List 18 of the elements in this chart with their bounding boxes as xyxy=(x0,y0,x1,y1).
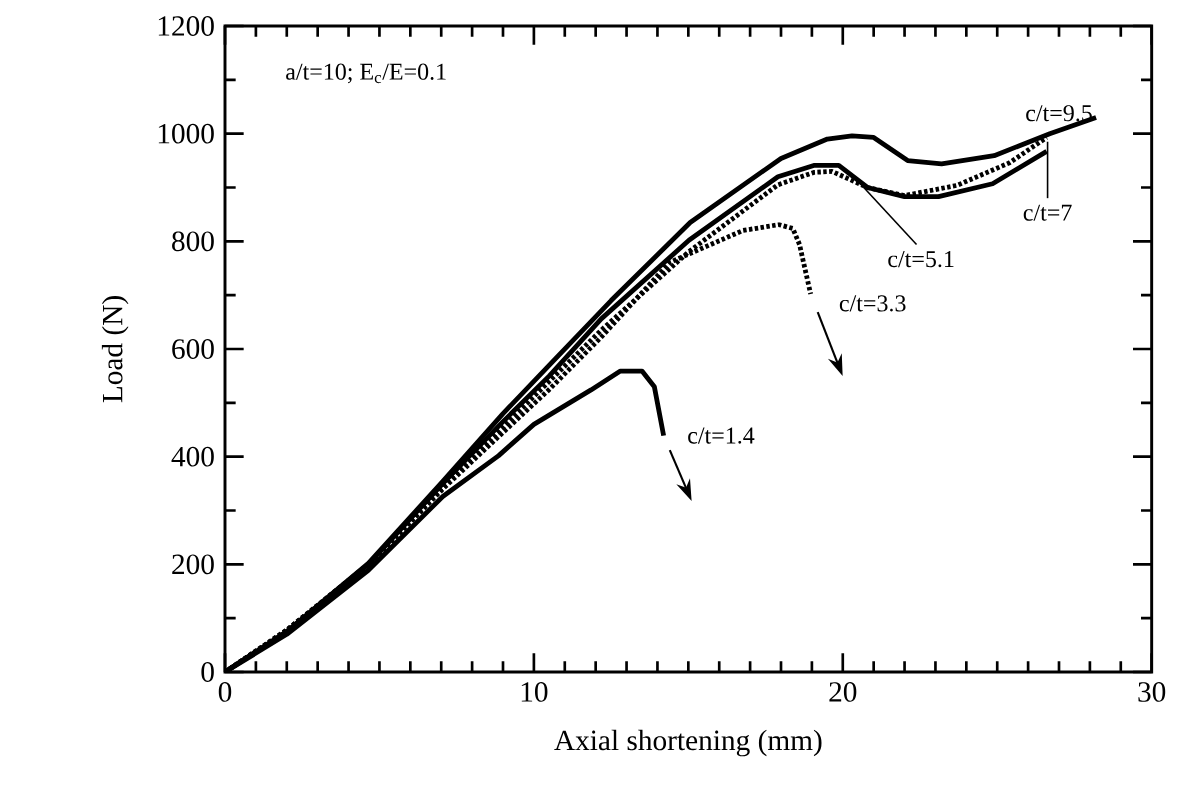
x-axis-title: Axial shortening (mm) xyxy=(554,729,822,757)
x-tick-label: 0 xyxy=(218,682,232,702)
y-tick-label: 1000 xyxy=(158,123,214,144)
y-tick-label: 1200 xyxy=(158,16,214,36)
y-tick-label: 0 xyxy=(201,662,214,682)
y-tick-label: 600 xyxy=(172,339,214,359)
y-axis-title: Load (N) xyxy=(101,296,129,403)
y-tick-label: 400 xyxy=(171,446,214,467)
y-tick-label: 200 xyxy=(172,554,214,575)
annotation: c/t=1.4 xyxy=(688,427,755,444)
x-tick-label: 30 xyxy=(1138,682,1166,702)
x-tick-label: 10 xyxy=(521,682,548,702)
x-tick-label: 20 xyxy=(829,682,857,702)
annotation: a/t=10; E$_{c}$/E=0.1 xyxy=(286,63,446,84)
annotation: c/t=5.1 xyxy=(888,251,954,268)
y-tick-label: 800 xyxy=(172,231,214,252)
annotation: c/t=7 xyxy=(1023,204,1072,221)
annotation: c/t=3.3 xyxy=(839,295,906,312)
